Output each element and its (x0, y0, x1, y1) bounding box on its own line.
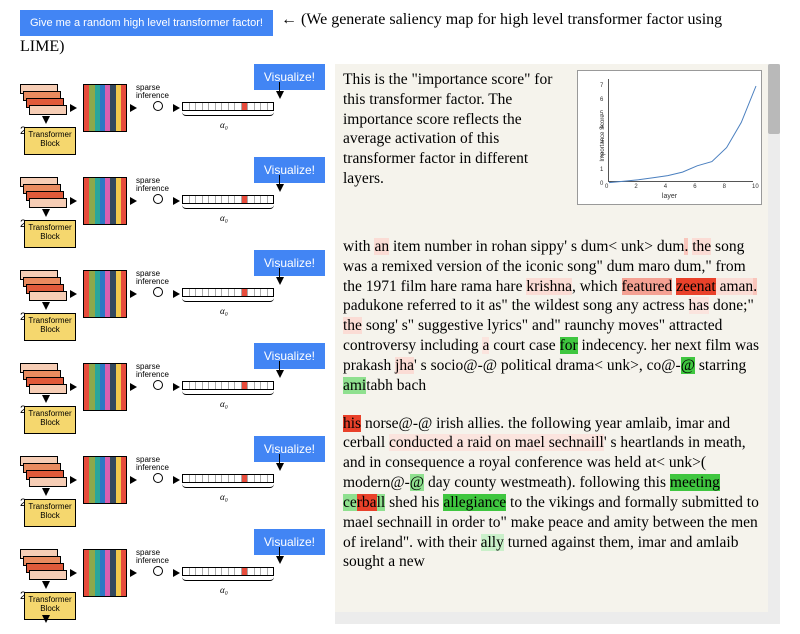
saliency-token: done;" (709, 297, 754, 314)
vertical-scrollbar[interactable] (768, 64, 780, 624)
saliency-token: with (343, 238, 374, 255)
saliency-token: @ (410, 474, 424, 491)
importance-description: This is the "importance score" for this … (343, 70, 567, 205)
saliency-token: day county westmeath). following this (424, 474, 670, 491)
saliency-token: , which (572, 278, 622, 295)
saliency-paragraph-1: with an item number in rohan sippy' s du… (343, 237, 762, 396)
activation-vector (182, 381, 274, 390)
saliency-token: ' s socio@-@ political drama< unk>, co@- (414, 357, 681, 374)
transformer-block: TransformerBlock (24, 127, 76, 155)
visualize-button[interactable]: Visualize! (254, 529, 325, 555)
embedding-matrix-icon (83, 177, 127, 225)
chart-xlabel: layer (662, 193, 677, 202)
sparse-inference-label: sparseinference (136, 363, 169, 379)
alpha-label: α₀ (220, 306, 228, 316)
transformer-block-row: Visualize!2×TransformerBlocksparseinfere… (20, 436, 325, 529)
alpha-label: α₀ (220, 399, 228, 409)
saliency-paragraph-2: his norse@-@ irish allies. the following… (343, 414, 762, 573)
lime-note: LIME) (20, 38, 780, 56)
saliency-token: starring (695, 357, 746, 374)
importance-chart: Importance Score layer 024681001234567 (577, 70, 762, 205)
sparse-inference-label: sparseinference (136, 549, 169, 565)
alpha-label: α₀ (220, 492, 228, 502)
saliency-token: ce (343, 494, 357, 511)
visualize-button[interactable]: Visualize! (254, 250, 325, 276)
saliency-token: ally (481, 534, 504, 551)
transformer-block: TransformerBlock (24, 592, 76, 620)
saliency-token: rba (357, 494, 377, 511)
saliency-token: for (560, 337, 578, 354)
saliency-token: krishna (526, 278, 572, 295)
transformer-block-row: Visualize!2×TransformerBlocksparseinfere… (20, 64, 325, 157)
horizontal-scrollbar[interactable] (335, 612, 768, 624)
vertical-scroll-thumb[interactable] (768, 64, 780, 134)
embedding-matrix-icon (83, 363, 127, 411)
sparse-inference-label: sparseinference (136, 270, 169, 286)
transformer-block: TransformerBlock (24, 313, 76, 341)
architecture-diagram: Visualize!2×TransformerBlocksparseinfere… (20, 64, 325, 624)
saliency-token: item number in rohan sippy' s dum< unk> … (389, 238, 684, 255)
transformer-block: TransformerBlock (24, 499, 76, 527)
activation-vector (182, 102, 274, 111)
embedding-matrix-icon (83, 84, 127, 132)
transformer-block-row: Visualize!2×TransformerBlocksparseinfere… (20, 250, 325, 343)
visualize-button[interactable]: Visualize! (254, 64, 325, 90)
visualize-button[interactable]: Visualize! (254, 436, 325, 462)
saliency-token: his (343, 415, 361, 432)
random-factor-button[interactable]: Give me a random high level transformer … (20, 10, 273, 36)
saliency-token: has (689, 297, 710, 314)
saliency-token: the (692, 238, 711, 255)
sparse-inference-label: sparseinference (136, 84, 169, 100)
saliency-token: conducted a raid on mael sechnaill (389, 434, 604, 451)
saliency-token: the (343, 317, 362, 334)
saliency-token: @ (681, 357, 695, 374)
activation-vector (182, 288, 274, 297)
saliency-token: allegiance (443, 494, 506, 511)
sparse-inference-label: sparseinference (136, 177, 169, 193)
saliency-token: . (753, 278, 757, 295)
saliency-token: ll (377, 494, 386, 511)
saliency-token: featured (622, 278, 673, 295)
saliency-token: jha (395, 357, 414, 374)
transformer-block: TransformerBlock (24, 406, 76, 434)
saliency-token: ami (343, 377, 366, 394)
visualize-button[interactable]: Visualize! (254, 157, 325, 183)
saliency-token: court case (489, 337, 559, 354)
transformer-block: TransformerBlock (24, 220, 76, 248)
saliency-token: tabh bach (366, 377, 426, 394)
sparse-inference-label: sparseinference (136, 456, 169, 472)
saliency-token: shed his (385, 494, 443, 511)
alpha-label: α₀ (220, 120, 228, 130)
transformer-block-row: Visualize!2×TransformerBlocksparseinfere… (20, 343, 325, 436)
saliency-token: zeenat (676, 278, 716, 295)
transformer-block-row: Visualize!2×TransformerBlocksparseinfere… (20, 529, 325, 622)
saliency-token: aman (716, 278, 753, 295)
embedding-matrix-icon (83, 270, 127, 318)
activation-vector (182, 567, 274, 576)
saliency-token: meeting (670, 474, 720, 491)
embedding-matrix-icon (83, 456, 127, 504)
saliency-note: ← (We generate saliency map for high lev… (281, 10, 722, 30)
activation-vector (182, 474, 274, 483)
alpha-label: α₀ (220, 585, 228, 595)
result-panel: This is the "importance score" for this … (335, 64, 780, 624)
alpha-label: α₀ (220, 213, 228, 223)
saliency-token: an (374, 238, 389, 255)
transformer-block-row: Visualize!2×TransformerBlocksparseinfere… (20, 157, 325, 250)
saliency-token: padukone referred to it as" the wildest … (343, 297, 689, 314)
visualize-button[interactable]: Visualize! (254, 343, 325, 369)
activation-vector (182, 195, 274, 204)
embedding-matrix-icon (83, 549, 127, 597)
